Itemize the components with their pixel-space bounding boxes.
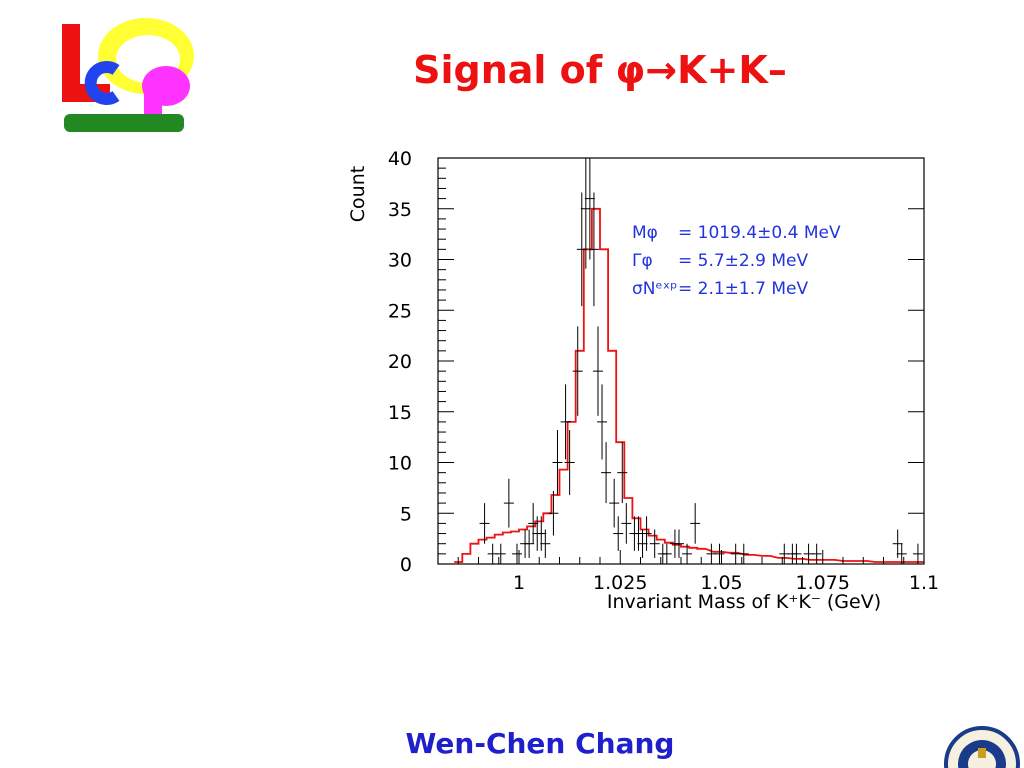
data-point — [601, 442, 612, 504]
y-tick-label: 5 — [400, 503, 412, 525]
data-point — [661, 543, 672, 564]
data-point — [714, 543, 725, 564]
data-point — [576, 192, 587, 307]
y-tick-label: 35 — [388, 199, 412, 221]
x-axis-ticks: 1 1.025 1.05 1.075 1.1 — [457, 550, 939, 594]
y-tick-label: 30 — [388, 250, 412, 272]
x-tick-label: 1 — [513, 572, 525, 594]
data-point — [503, 478, 514, 528]
data-point — [536, 516, 547, 551]
histogram-chart: 1 1.025 1.05 1.075 1.1 0 5 10 15 20 25 30 35 40 Coun… — [347, 148, 939, 613]
data-point — [592, 326, 603, 416]
y-axis-label: Count — [347, 166, 369, 222]
data-point — [495, 543, 506, 564]
data-point — [597, 384, 608, 460]
y-tick-label: 20 — [388, 351, 412, 373]
data-point — [811, 543, 822, 564]
data-point — [912, 543, 923, 564]
x-tick-label: 1.1 — [909, 572, 939, 594]
data-point — [584, 158, 595, 260]
data-point — [791, 543, 802, 564]
data-point — [572, 326, 583, 416]
slide-title: Signal of φ→K+K– — [413, 48, 787, 92]
data-point — [637, 529, 648, 558]
x-tick-label: 1.075 — [796, 572, 850, 594]
y-tick-label: 40 — [388, 148, 412, 170]
y-tick-label: 15 — [388, 402, 412, 424]
data-point — [613, 516, 624, 551]
data-points — [479, 158, 923, 564]
academia-sinica-seal-icon — [944, 726, 1020, 768]
data-point — [540, 529, 551, 558]
leps-logo-icon — [62, 18, 194, 132]
data-point — [564, 430, 575, 495]
x-axis-label: Invariant Mass of K⁺K⁻ (GeV) — [607, 591, 881, 613]
data-point — [560, 384, 571, 460]
data-point — [892, 529, 903, 558]
data-point — [617, 442, 628, 504]
fit-param-value: = 1019.4±0.4 MeV — [678, 223, 841, 243]
fit-curve — [454, 207, 924, 563]
x-tick-label: 1.05 — [700, 572, 742, 594]
data-point — [548, 490, 559, 536]
data-point — [673, 529, 684, 558]
fit-step-line — [454, 207, 924, 563]
y-tick-label: 25 — [388, 300, 412, 322]
data-point — [552, 430, 563, 495]
fit-param-value: = 5.7±2.9 MeV — [678, 251, 808, 271]
fit-param-name: Mφ — [632, 223, 658, 243]
y-tick-label: 0 — [400, 554, 412, 576]
data-point — [896, 543, 907, 564]
x-tick-label: 1.025 — [593, 572, 647, 594]
fit-param-name: Γφ — [632, 251, 653, 271]
data-point — [588, 192, 599, 307]
y-tick-label: 10 — [388, 453, 412, 475]
data-point — [511, 543, 522, 564]
data-point — [479, 503, 490, 544]
data-point — [524, 529, 535, 558]
data-point — [690, 503, 701, 544]
data-point — [621, 503, 632, 544]
y-axis-ticks: 0 5 10 15 20 25 30 35 40 — [388, 148, 924, 576]
data-point — [649, 529, 660, 558]
data-point — [682, 543, 693, 564]
data-point — [528, 503, 539, 544]
data-point — [738, 543, 749, 564]
data-point — [609, 478, 620, 528]
fit-param-name: σNᵉˣᵖ — [632, 279, 677, 299]
data-point — [580, 158, 591, 269]
fit-param-value: = 2.1±1.7 MeV — [678, 279, 808, 299]
footer-author: Wen-Chen Chang — [405, 727, 675, 760]
data-point — [641, 516, 652, 551]
